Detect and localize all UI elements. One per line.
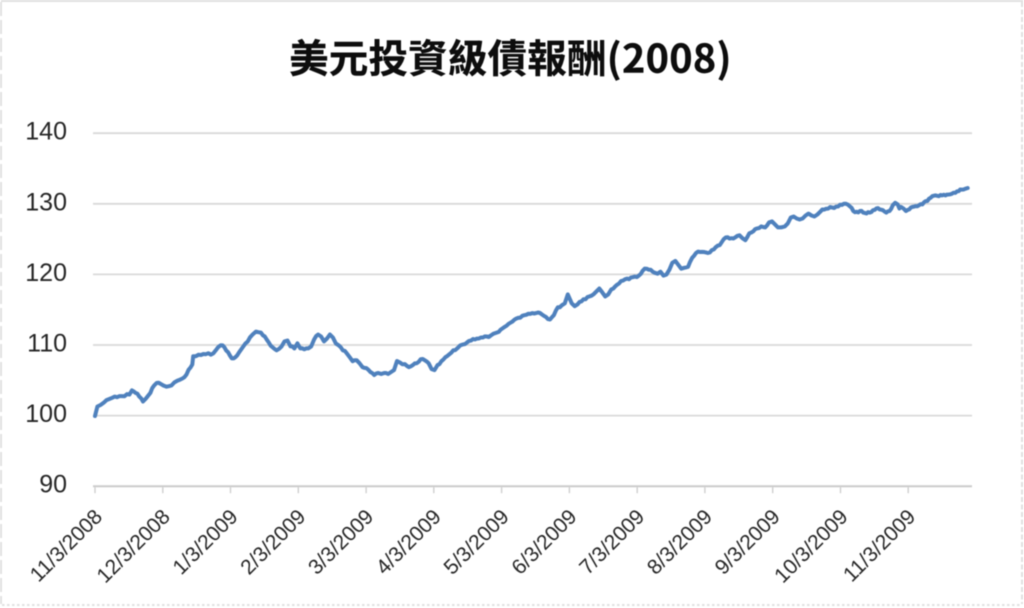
svg-text:8/3/2009: 8/3/2009 [643, 505, 717, 579]
svg-text:100: 100 [25, 400, 67, 428]
svg-text:4/3/2009: 4/3/2009 [372, 505, 446, 579]
svg-text:3/3/2009: 3/3/2009 [304, 505, 378, 579]
svg-text:10/3/2009: 10/3/2009 [770, 505, 852, 587]
svg-text:6/3/2009: 6/3/2009 [507, 505, 581, 579]
svg-text:1/3/2009: 1/3/2009 [168, 505, 242, 579]
svg-text:2/3/2009: 2/3/2009 [236, 505, 310, 579]
svg-text:130: 130 [25, 188, 67, 216]
svg-text:12/3/2008: 12/3/2008 [93, 505, 175, 587]
svg-text:11/3/2009: 11/3/2009 [839, 505, 920, 586]
svg-text:110: 110 [27, 330, 67, 358]
svg-text:7/3/2009: 7/3/2009 [575, 505, 649, 579]
svg-text:5/3/2009: 5/3/2009 [440, 505, 514, 579]
svg-text:120: 120 [25, 259, 67, 287]
svg-text:90: 90 [39, 471, 67, 499]
svg-text:140: 140 [25, 118, 67, 146]
